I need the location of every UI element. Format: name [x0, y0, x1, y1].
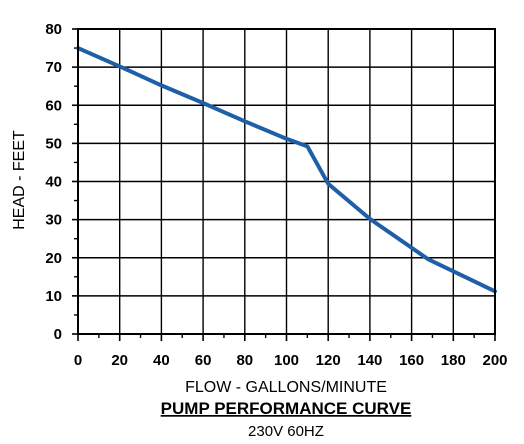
plot-frame	[77, 28, 496, 335]
y-tick-label: 30	[45, 212, 62, 229]
x-tick-label: 60	[195, 352, 212, 369]
x-axis-label: FLOW - GALLONS/MINUTE	[185, 379, 387, 396]
grid-lines	[72, 28, 496, 341]
y-tick-label: 50	[45, 135, 62, 152]
y-tick-label: 80	[45, 21, 62, 38]
x-tick-label: 20	[111, 352, 128, 369]
x-tick-label: 40	[153, 352, 170, 369]
x-tick-label: 160	[399, 352, 424, 369]
y-tick-label: 10	[45, 288, 62, 305]
y-tick-label: 40	[45, 174, 62, 191]
minor-ticks	[74, 47, 475, 338]
x-tick-label: 200	[482, 352, 507, 369]
y-tick-label: 0	[54, 326, 62, 343]
x-tick-labels: 0 20 40 60 80 100 120 140 160 180 200	[74, 352, 508, 369]
x-tick-label: 0	[74, 352, 82, 369]
x-tick-label: 140	[357, 352, 382, 369]
y-tick-label: 20	[45, 250, 62, 267]
x-tick-label: 120	[316, 352, 341, 369]
y-tick-label: 60	[45, 97, 62, 114]
x-tick-label: 80	[236, 352, 253, 369]
chart-title: PUMP PERFORMANCE CURVE	[161, 399, 412, 418]
y-axis-label: HEAD - FEET	[11, 130, 28, 230]
x-tick-label: 100	[274, 352, 299, 369]
chart-subtitle: 230V 60HZ	[248, 423, 324, 440]
pump-curve-line	[76, 46, 497, 294]
x-tick-label: 180	[441, 352, 466, 369]
y-tick-labels: 0 10 20 30 40 50 60 70 80	[45, 21, 62, 343]
y-tick-label: 70	[45, 59, 62, 76]
series-group	[76, 46, 497, 294]
